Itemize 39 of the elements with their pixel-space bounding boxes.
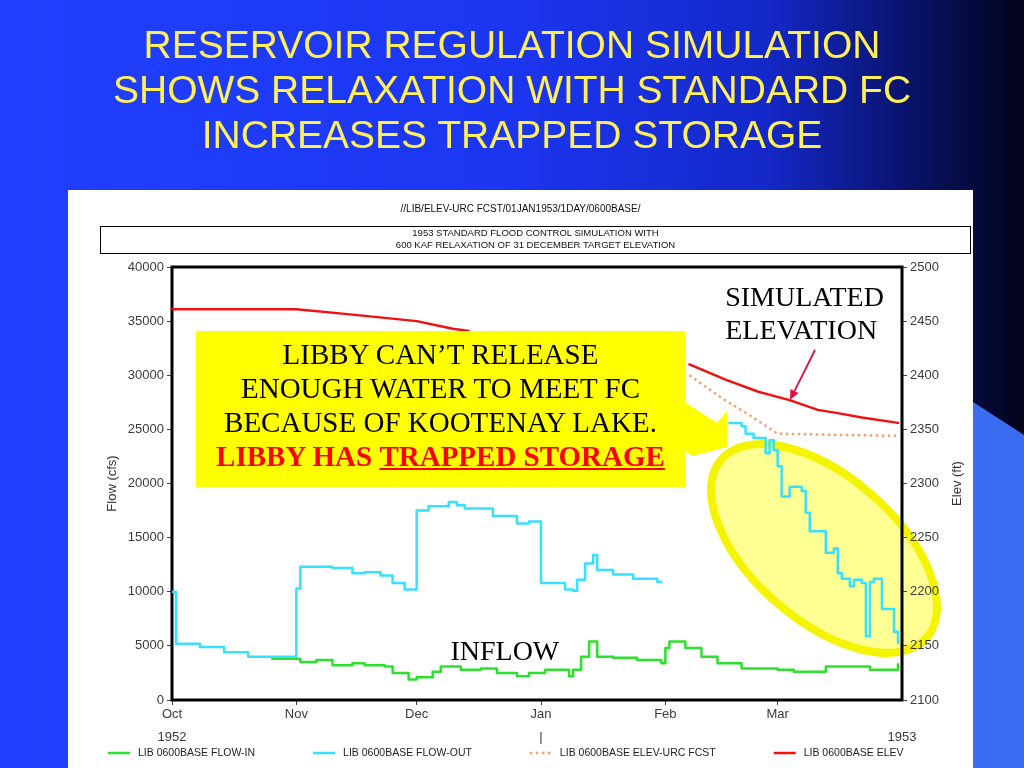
y2-tick-label: 2500 [910, 258, 939, 274]
y2-tick-label: 2300 [910, 475, 939, 491]
legend-label: LIB 0600BASE ELEV-URC FCST [559, 745, 717, 758]
y2-tick-label: 2450 [910, 312, 939, 328]
annotation: LIBBY CAN’T RELEASE ENOUGH WATER TO MEET FC BECAUSE OF KOOTENAY LAKE. [224, 337, 657, 439]
x2-tick-label: 1953 [887, 729, 917, 745]
legend-label: LIB 0600BASE ELEV [803, 745, 904, 758]
y2-tick-label: 2400 [910, 366, 939, 382]
x2-tick-label: 1952 [157, 729, 187, 745]
caption-frame: 1953 STANDARD FLOOD CONTROL SIMULATION WITH 600 KAF RELAXATION OF 31 DECEMBER TARGET ELEVATION [100, 226, 971, 254]
y-tick-label: 35000 [127, 312, 164, 328]
y-tick-label: 5000 [135, 637, 164, 653]
x-tick-label: Jan [530, 706, 552, 722]
y-tick-label: 15000 [127, 529, 164, 545]
y-tick-label: 10000 [127, 583, 164, 599]
chart-subtitle: //LIB/ELEV-URC FCST/01JAN1953/1DAY/0600BASE/ [400, 203, 641, 214]
legend-label: LIB 0600BASE FLOW-OUT [343, 745, 473, 758]
annotation: LIBBY HAS [216, 440, 373, 472]
y-tick-label: 30000 [127, 366, 164, 382]
y-tick-label: 0 [156, 691, 164, 707]
chart-title: RESERVOIR REGULATION SIMULATION SHOWS RELAXATION WITH STANDARD FC INCREASES TRAPPED STORAGE [112, 23, 912, 156]
y-tick-label: 25000 [127, 420, 164, 436]
x-tick-label: Mar [766, 706, 790, 722]
annotation: TRAPPED STORAGE [379, 440, 665, 472]
legend-label: LIB 0600BASE FLOW-IN [138, 745, 256, 758]
annotation: SIMULATED ELEVATION [725, 280, 884, 347]
note-box: LIBBY CAN’T RELEASE ENOUGH WATER TO MEET FC BECAUSE OF KOOTENAY LAKE. LIBBY HAS TRAPPED STORAGE [196, 331, 685, 487]
y2-axis-title: Elev (ft) [948, 461, 964, 506]
y-tick-label: 40000 [127, 258, 164, 274]
x-tick-label: Feb [654, 706, 677, 722]
y2-tick-label: 2100 [910, 691, 939, 707]
y-tick-label: 20000 [127, 475, 164, 491]
x-tick-label: Dec [405, 706, 429, 722]
y2-tick-label: 2350 [910, 420, 939, 436]
x2-tick-label: | [539, 729, 543, 745]
annotation: INFLOW [450, 634, 560, 666]
x-tick-label: Oct [161, 706, 183, 722]
x-tick-label: Nov [284, 706, 309, 722]
y-axis-title: Flow (cfs) [103, 455, 119, 512]
